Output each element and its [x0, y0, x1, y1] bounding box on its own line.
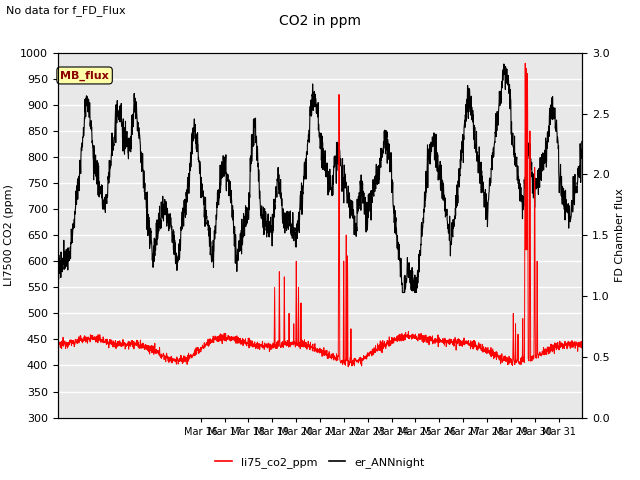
Text: No data for f_FD_Flux: No data for f_FD_Flux — [6, 5, 126, 16]
Text: MB_flux: MB_flux — [60, 71, 109, 81]
Y-axis label: FD Chamber flux: FD Chamber flux — [616, 188, 625, 282]
Y-axis label: LI7500 CO2 (ppm): LI7500 CO2 (ppm) — [4, 184, 14, 286]
Legend: li75_co2_ppm, er_ANNnight: li75_co2_ppm, er_ANNnight — [211, 452, 429, 472]
Text: CO2 in ppm: CO2 in ppm — [279, 14, 361, 28]
